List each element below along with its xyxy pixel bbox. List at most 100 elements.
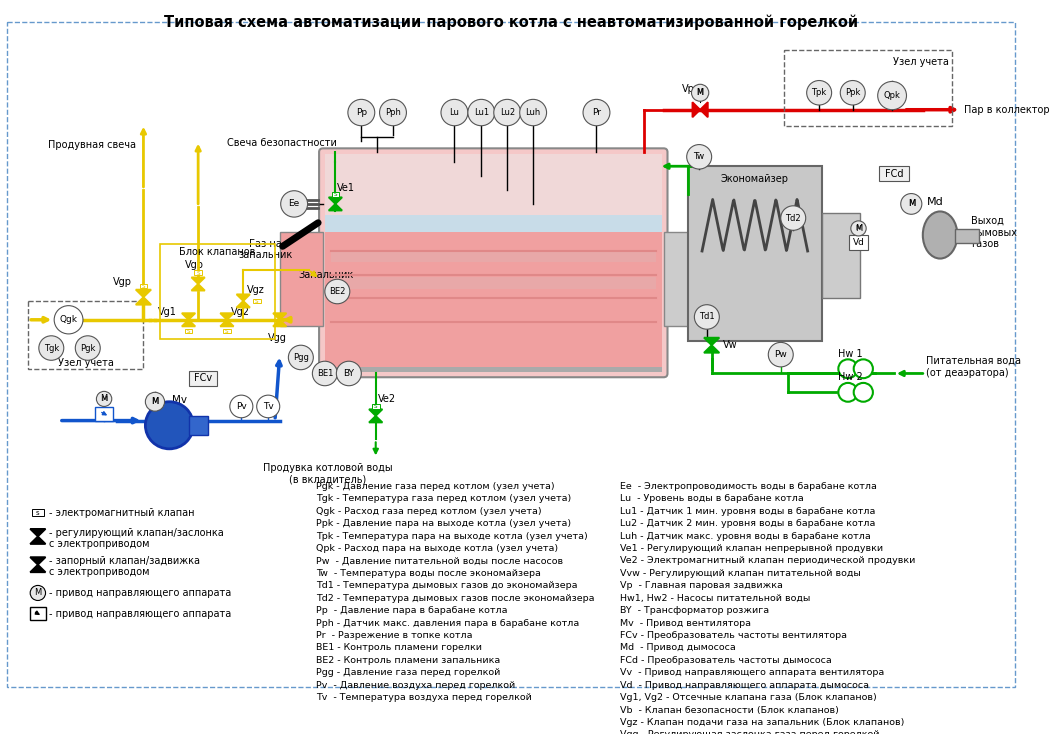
Bar xyxy=(279,232,323,327)
Text: с электроприводом: с электроприводом xyxy=(49,539,150,549)
Circle shape xyxy=(687,145,712,169)
Text: Vgp: Vgp xyxy=(113,277,132,287)
Text: BE2 - Контроль пламени запальника: BE2 - Контроль пламени запальника xyxy=(316,656,500,665)
Circle shape xyxy=(583,99,610,126)
Bar xyxy=(330,277,656,288)
Circle shape xyxy=(312,361,338,386)
Circle shape xyxy=(877,81,907,109)
Bar xyxy=(878,166,909,181)
Circle shape xyxy=(145,401,193,448)
Circle shape xyxy=(494,99,520,126)
Text: M: M xyxy=(696,88,702,98)
Ellipse shape xyxy=(923,211,957,258)
Polygon shape xyxy=(704,345,719,353)
Text: Lu1 - Датчик 1 мин. уровня воды в барабане котла: Lu1 - Датчик 1 мин. уровня воды в бараба… xyxy=(620,506,876,516)
Text: Td1: Td1 xyxy=(699,313,715,321)
Circle shape xyxy=(854,360,873,378)
Text: s: s xyxy=(36,510,39,516)
Text: Ve1 - Регулирующий клапан непрерывной продувки: Ve1 - Регулирующий клапан непрерывной пр… xyxy=(620,544,884,553)
Text: s: s xyxy=(225,328,228,334)
Bar xyxy=(253,299,260,303)
Polygon shape xyxy=(692,102,700,117)
Text: Tv: Tv xyxy=(262,402,274,411)
Text: Md: Md xyxy=(927,197,943,207)
Circle shape xyxy=(838,383,857,401)
Text: Vgz: Vgz xyxy=(247,285,264,294)
Text: Vd  - Привод направляющего аппарата дымососа: Vd - Привод направляющего аппарата дымос… xyxy=(620,680,870,690)
Text: - запорный клапан/задвижка: - запорный клапан/задвижка xyxy=(49,556,201,566)
Text: FCv - Преобразователь частоты вентилятора: FCv - Преобразователь частоты вентилятор… xyxy=(620,631,847,640)
Bar xyxy=(189,416,208,435)
Text: Td1 - Температура дымовых газов до экономайзера: Td1 - Температура дымовых газов до эконо… xyxy=(316,581,578,590)
Text: Vgz - Клапан подачи газа на запальник (Блок клапанов): Vgz - Клапан подачи газа на запальник (Б… xyxy=(620,718,905,727)
Text: Vgg - Регулирующая заслонка газа перед горелкой: Vgg - Регулирующая заслонка газа перед г… xyxy=(620,730,880,734)
Polygon shape xyxy=(191,277,205,284)
Bar xyxy=(372,404,379,409)
Text: Pr: Pr xyxy=(592,108,601,117)
Text: Tw  - Температура воды после экономайзера: Tw - Температура воды после экономайзера xyxy=(316,569,541,578)
Text: Pph: Pph xyxy=(386,108,401,117)
Text: Vv  - Привод направляющего аппарата вентилятора: Vv - Привод направляющего аппарата венти… xyxy=(620,669,885,677)
Text: Qpk: Qpk xyxy=(884,91,901,100)
Text: Ee  - Электропроводимость воды в барабане котла: Ee - Электропроводимость воды в барабане… xyxy=(620,482,877,491)
Text: Luh: Luh xyxy=(526,108,541,117)
Circle shape xyxy=(30,586,46,600)
Text: Vg1, Vg2 - Отсечные клапана газа (Блок клапанов): Vg1, Vg2 - Отсечные клапана газа (Блок к… xyxy=(620,693,877,702)
Bar xyxy=(159,244,275,338)
Text: Pph - Датчик макс. давления пара в барабане котла: Pph - Датчик макс. давления пара в бараб… xyxy=(316,619,580,628)
Text: M: M xyxy=(34,589,41,597)
Text: s: s xyxy=(374,404,377,410)
Bar xyxy=(96,407,113,421)
Text: Lu2 - Датчик 2 мин. уровня воды в барабане котла: Lu2 - Датчик 2 мин. уровня воды в бараба… xyxy=(620,519,876,528)
Circle shape xyxy=(691,84,708,101)
Text: M: M xyxy=(908,200,915,208)
Text: Газ на
запальник: Газ на запальник xyxy=(238,239,292,261)
Text: Qgk - Расход газа перед котлом (узел учета): Qgk - Расход газа перед котлом (узел уче… xyxy=(316,506,542,516)
Bar xyxy=(185,329,192,333)
Text: Продувная свеча: Продувная свеча xyxy=(48,139,136,150)
Bar xyxy=(664,232,688,327)
Circle shape xyxy=(229,395,253,418)
Bar xyxy=(29,301,143,368)
Text: - привод направляющего аппарата: - привод направляющего аппарата xyxy=(49,588,232,598)
Bar xyxy=(189,371,218,386)
Text: Pgg - Давление газа перед горелкой: Pgg - Давление газа перед горелкой xyxy=(316,669,500,677)
Text: Запальник: Запальник xyxy=(298,270,354,280)
Text: Pgg: Pgg xyxy=(293,353,309,362)
Text: Ee: Ee xyxy=(289,200,299,208)
Circle shape xyxy=(840,81,866,105)
Text: Экономайзер: Экономайзер xyxy=(721,175,789,184)
Polygon shape xyxy=(273,320,287,327)
Circle shape xyxy=(851,221,867,236)
Polygon shape xyxy=(191,284,205,291)
Text: Ppk: Ppk xyxy=(845,88,860,98)
Polygon shape xyxy=(136,290,151,297)
Polygon shape xyxy=(273,313,287,320)
Text: Hw 1: Hw 1 xyxy=(838,349,863,359)
Circle shape xyxy=(781,206,806,230)
Text: Lu2: Lu2 xyxy=(499,108,515,117)
Circle shape xyxy=(807,81,832,105)
Text: с электроприводом: с электроприводом xyxy=(49,567,150,577)
Polygon shape xyxy=(136,297,151,305)
Text: FCd: FCd xyxy=(885,169,904,179)
Text: s: s xyxy=(141,283,145,289)
Text: Tgk: Tgk xyxy=(44,344,58,352)
Text: Ve2 - Электромагнитный клапан периодической продувки: Ve2 - Электромагнитный клапан периодичес… xyxy=(620,556,915,565)
Circle shape xyxy=(441,99,468,126)
Circle shape xyxy=(289,345,313,370)
Text: Свеча безопастности: Свеча безопастности xyxy=(227,138,337,148)
Text: Pp  - Давление пара в барабане котла: Pp - Давление пара в барабане котла xyxy=(316,606,508,615)
Text: Qgk: Qgk xyxy=(59,316,78,324)
Text: Пар в коллектор: Пар в коллектор xyxy=(964,105,1049,115)
Bar xyxy=(849,235,868,250)
Polygon shape xyxy=(700,102,707,117)
Text: Lu1: Lu1 xyxy=(474,108,489,117)
Circle shape xyxy=(695,305,719,330)
Polygon shape xyxy=(369,416,382,423)
FancyBboxPatch shape xyxy=(319,148,668,377)
Text: Lu: Lu xyxy=(449,108,460,117)
Polygon shape xyxy=(30,557,46,564)
Text: Vd: Vd xyxy=(853,238,864,247)
Text: s: s xyxy=(333,192,338,197)
